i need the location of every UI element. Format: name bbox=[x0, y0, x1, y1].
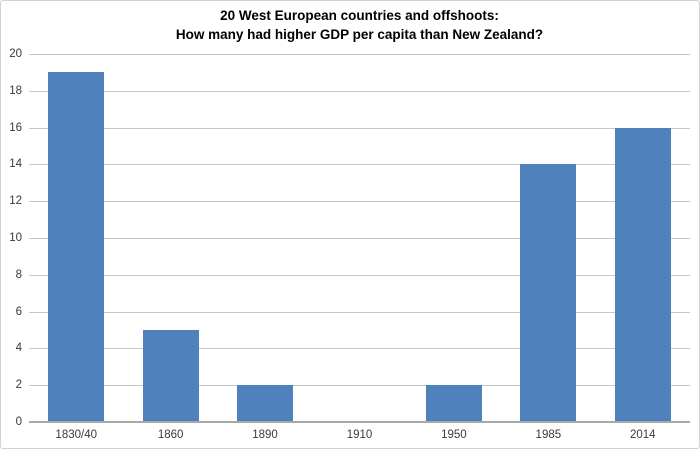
y-tick-label-16: 16 bbox=[9, 121, 22, 134]
gridline-y-2 bbox=[29, 385, 690, 387]
bar-1860 bbox=[142, 330, 199, 422]
y-tick-label-0: 0 bbox=[15, 416, 22, 428]
x-tick-label-1860: 1860 bbox=[157, 429, 184, 441]
y-tick-label-4: 4 bbox=[15, 342, 22, 355]
x-tick-label-1910: 1910 bbox=[346, 429, 373, 441]
y-tick-label-14: 14 bbox=[9, 158, 22, 171]
bar-2014 bbox=[614, 127, 671, 422]
bar-1950 bbox=[425, 385, 482, 422]
bar-1830/40 bbox=[48, 72, 105, 422]
gridline-y-10 bbox=[29, 238, 690, 239]
y-tick-label-12: 12 bbox=[9, 195, 22, 208]
x-axis-line bbox=[29, 421, 690, 423]
y-tick-label-10: 10 bbox=[9, 232, 22, 244]
y-tick-label-20: 20 bbox=[9, 48, 22, 60]
chart-title: 20 West European countries and offshoots… bbox=[29, 7, 690, 44]
bar-1985 bbox=[520, 164, 577, 422]
gridline-y-14 bbox=[29, 164, 690, 166]
chart-title-line2: How many had higher GDP per capita than … bbox=[175, 26, 544, 42]
y-tick-label-2: 2 bbox=[15, 379, 22, 392]
x-tick-label-1950: 1950 bbox=[441, 429, 467, 441]
gridline-y-8 bbox=[29, 274, 690, 276]
x-tick-label-1830/40: 1830/40 bbox=[55, 429, 97, 441]
gridline-y-20 bbox=[29, 54, 690, 55]
x-tick-label-2014: 2014 bbox=[629, 429, 656, 441]
x-tick-label-1985: 1985 bbox=[535, 429, 562, 441]
bar-1890 bbox=[237, 385, 294, 422]
y-tick-label-8: 8 bbox=[15, 268, 22, 281]
x-tick-label-1890: 1890 bbox=[252, 429, 278, 441]
y-tick-label-6: 6 bbox=[15, 305, 22, 318]
gridline-y-12 bbox=[29, 201, 690, 203]
gridline-y-16 bbox=[29, 127, 690, 129]
gridline-y-18 bbox=[29, 90, 690, 92]
chart-title-line1: 20 West European countries and offshoots… bbox=[220, 8, 499, 23]
y-tick-label-18: 18 bbox=[9, 84, 22, 97]
gridline-y-6 bbox=[29, 311, 690, 313]
gridline-y-4 bbox=[29, 348, 690, 350]
